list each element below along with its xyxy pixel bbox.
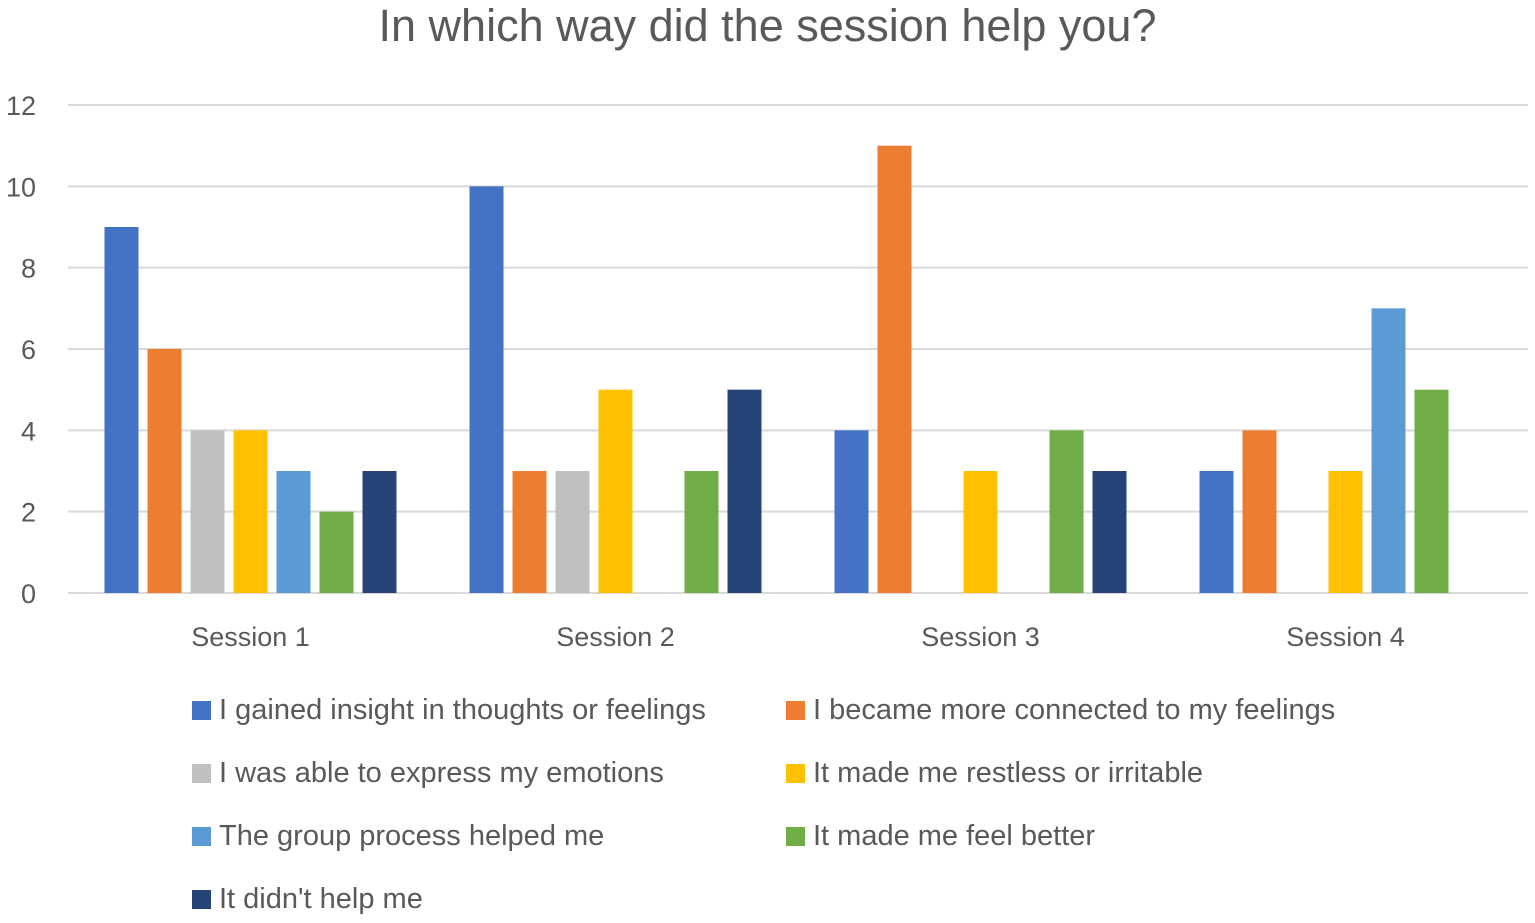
legend-item: It made me restless or irritable — [786, 753, 1203, 793]
bar-1-7 — [362, 471, 397, 593]
x-tick-label: Session 2 — [556, 622, 675, 652]
y-tick-label: 2 — [21, 498, 36, 528]
legend-swatch — [192, 763, 211, 783]
y-tick-label: 0 — [21, 579, 36, 609]
bar-4-5 — [1371, 308, 1406, 593]
bar-4-6 — [1414, 389, 1449, 593]
legend-label: It made me feel better — [813, 820, 1096, 852]
legend-item: The group process helped me — [192, 816, 604, 856]
legend-label: The group process helped me — [219, 820, 605, 852]
bar-1-2 — [147, 349, 182, 593]
legend-item: I was able to express my emotions — [192, 753, 664, 793]
bar-3-6 — [1049, 430, 1084, 593]
y-tick-label: 6 — [21, 335, 36, 365]
legend-swatch — [786, 700, 805, 720]
bar-2-7 — [727, 389, 762, 593]
y-tick-label: 8 — [21, 254, 36, 284]
bar-1-5 — [276, 471, 311, 593]
bar-3-1 — [834, 430, 869, 593]
y-tick-label: 4 — [21, 416, 36, 446]
bar-1-6 — [319, 511, 354, 593]
legend-label: I became more connected to my feelings — [813, 694, 1336, 726]
bar-3-2 — [877, 145, 912, 593]
x-tick-label: Session 4 — [1286, 622, 1405, 652]
bar-1-1 — [104, 227, 139, 593]
legend-label: It didn't help me — [219, 883, 423, 915]
legend-swatch — [786, 826, 805, 846]
bar-2-2 — [512, 471, 547, 593]
legend-item: It didn't help me — [192, 879, 423, 919]
legend-label: I gained insight in thoughts or feelings — [219, 694, 706, 726]
legend-item: It made me feel better — [786, 816, 1095, 856]
y-tick-label: 10 — [6, 172, 36, 202]
legend-label: It made me restless or irritable — [813, 757, 1204, 789]
bar-4-2 — [1242, 430, 1277, 593]
chart-title: In which way did the session help you? — [378, 0, 1157, 51]
bar-3-4 — [963, 471, 998, 593]
bar-3-7 — [1092, 471, 1127, 593]
bar-2-6 — [684, 471, 719, 593]
bar-1-4 — [233, 430, 268, 593]
legend-swatch — [786, 763, 805, 783]
y-tick-label: 12 — [6, 91, 36, 121]
x-tick-label: Session 1 — [191, 622, 310, 652]
x-tick-label: Session 3 — [921, 622, 1040, 652]
bar-2-1 — [469, 186, 504, 594]
legend-item: I became more connected to my feelings — [786, 690, 1335, 730]
legend-swatch — [192, 700, 211, 720]
bar-4-1 — [1199, 471, 1234, 593]
legend-item: I gained insight in thoughts or feelings — [192, 690, 706, 730]
legend-label: I was able to express my emotions — [219, 757, 664, 789]
bar-2-4 — [598, 389, 633, 593]
bar-2-3 — [555, 471, 590, 593]
bar-1-3 — [190, 430, 225, 593]
bar-4-4 — [1328, 471, 1363, 593]
legend-swatch — [192, 889, 211, 909]
legend-swatch — [192, 826, 211, 846]
